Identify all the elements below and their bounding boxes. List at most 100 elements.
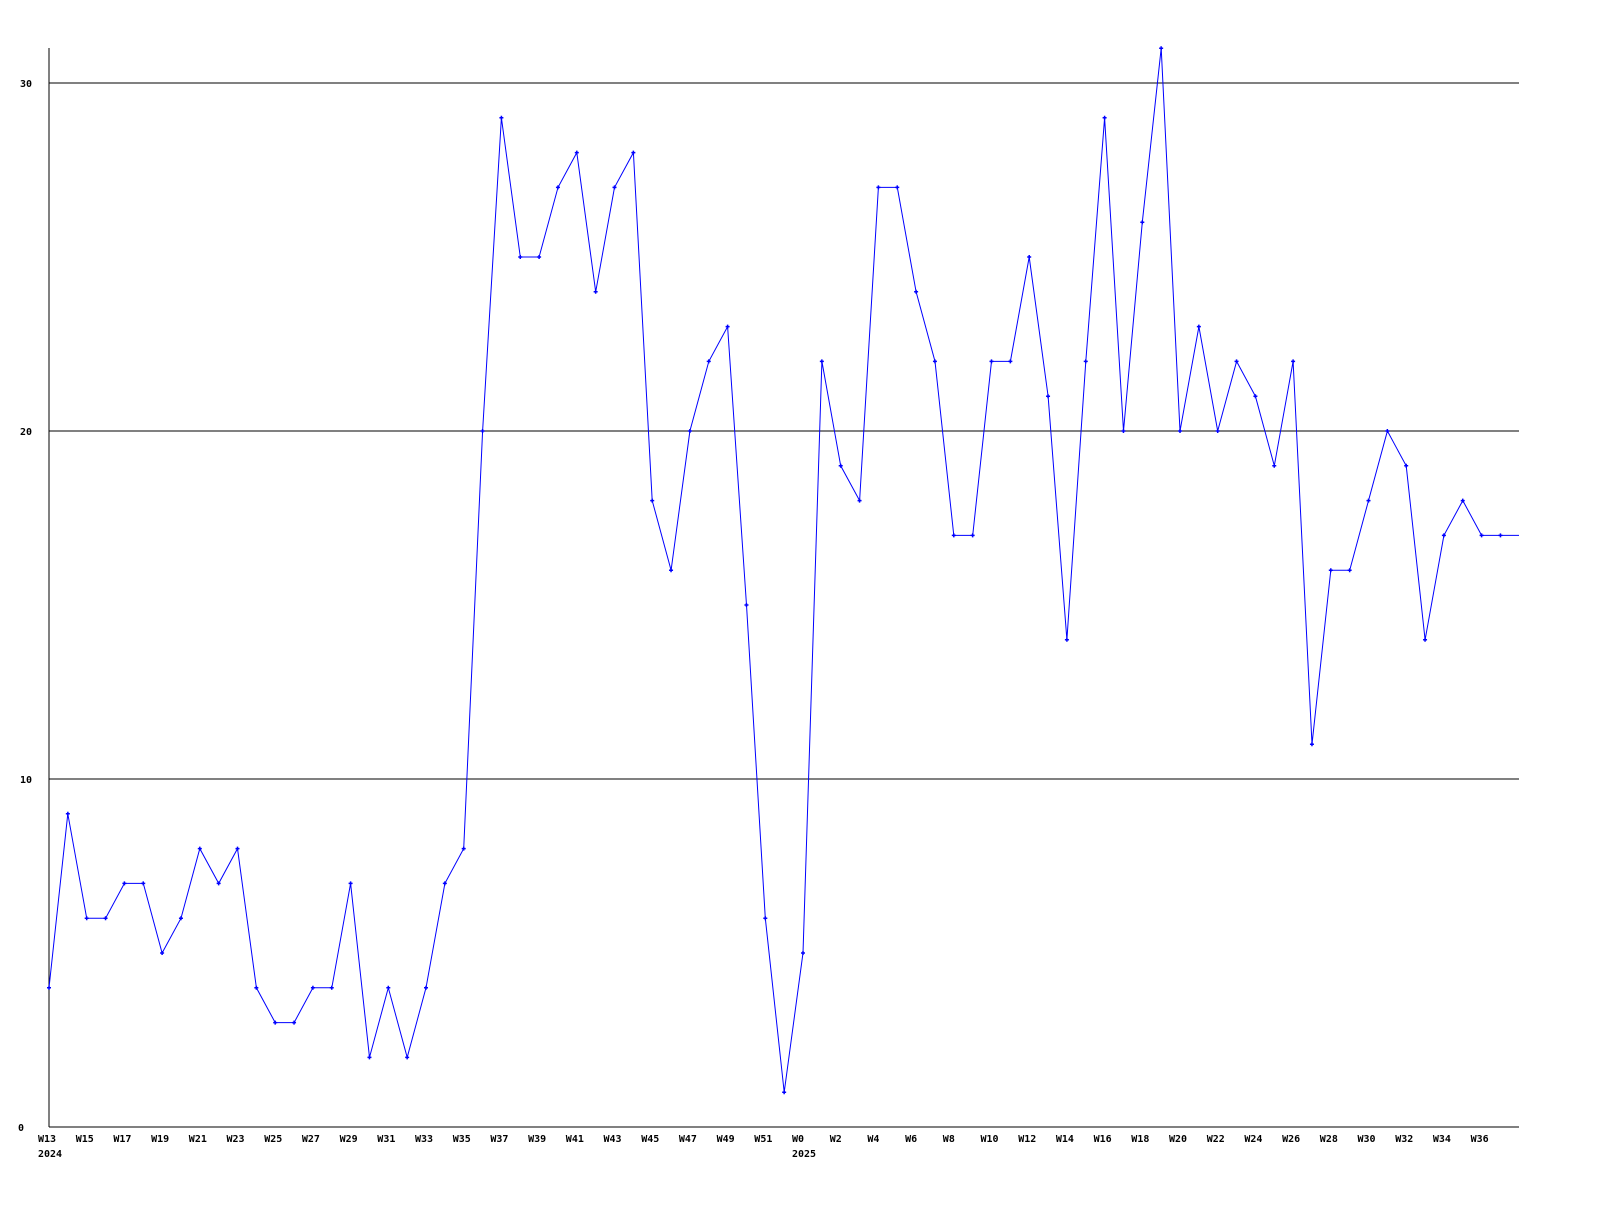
- year-label: 2024: [38, 1149, 62, 1160]
- data-point: [914, 289, 919, 294]
- data-point: [424, 985, 428, 990]
- data-point: [1272, 463, 1277, 468]
- data-point: [838, 463, 843, 468]
- data-point: [725, 324, 730, 329]
- x-tick-label: W33: [415, 1134, 433, 1145]
- data-point: [1423, 637, 1428, 642]
- data-point: [989, 359, 994, 364]
- data-point: [405, 1055, 410, 1060]
- x-tick-label: W29: [340, 1134, 358, 1145]
- data-point: [1178, 429, 1182, 433]
- x-tick-label: W36: [1471, 1134, 1489, 1145]
- x-tick-label: W4: [867, 1134, 879, 1145]
- x-tick-label: W24: [1244, 1134, 1262, 1145]
- data-point: [310, 985, 315, 990]
- data-point: [1159, 46, 1164, 51]
- data-point: [518, 255, 523, 259]
- data-point: [593, 289, 598, 294]
- data-point: [1385, 429, 1390, 433]
- y-tick-label: 20: [20, 427, 32, 438]
- data-point: [103, 916, 108, 921]
- data-point: [235, 846, 240, 851]
- data-point: [216, 881, 221, 886]
- data-point: [555, 185, 560, 190]
- data-point: [669, 568, 674, 573]
- x-tick-label: W2: [830, 1134, 842, 1145]
- data-point: [367, 1055, 372, 1060]
- x-tick-label: W31: [377, 1134, 395, 1145]
- data-point: [1404, 463, 1409, 468]
- data-point: [348, 881, 353, 886]
- data-point: [292, 1020, 297, 1025]
- data-point: [895, 185, 900, 190]
- data-point: [1008, 359, 1013, 364]
- data-point: [1102, 115, 1107, 120]
- data-point: [1140, 220, 1145, 225]
- x-tick-label: W10: [981, 1134, 999, 1145]
- data-point: [782, 1090, 787, 1095]
- y-tick-label: 30: [20, 79, 32, 90]
- data-point: [1291, 359, 1296, 364]
- data-point: [574, 150, 579, 155]
- x-tick-label: W32: [1395, 1134, 1413, 1145]
- x-tick-label: W15: [76, 1134, 94, 1145]
- x-tick-label: W17: [113, 1134, 131, 1145]
- x-tick-label: W16: [1094, 1134, 1112, 1145]
- series-line: [48, 48, 1519, 1093]
- data-point: [197, 846, 202, 851]
- data-point: [801, 951, 805, 955]
- x-tick-label: W18: [1131, 1134, 1149, 1145]
- data-point: [763, 916, 768, 921]
- data-point: [1253, 394, 1258, 399]
- data-point: [386, 985, 391, 990]
- data-point: [1328, 568, 1333, 573]
- data-point: [461, 846, 466, 851]
- x-tick-label: W14: [1056, 1134, 1074, 1145]
- data-point: [254, 985, 259, 990]
- x-tick-label: W49: [717, 1134, 735, 1145]
- x-tick-label: W22: [1207, 1134, 1225, 1145]
- data-point: [1046, 394, 1051, 399]
- data-point: [1064, 637, 1069, 642]
- x-tick-label: W19: [151, 1134, 169, 1145]
- x-tick-label: W47: [679, 1134, 697, 1145]
- data-point: [1498, 533, 1503, 538]
- x-tick-label: W25: [264, 1134, 282, 1145]
- data-point: [499, 115, 504, 120]
- x-tick-label: W28: [1320, 1134, 1338, 1145]
- data-point: [631, 150, 636, 155]
- x-tick-label: W20: [1169, 1134, 1187, 1145]
- data-point: [178, 916, 183, 921]
- data-point: [1196, 324, 1201, 329]
- data-point: [84, 916, 89, 921]
- data-point: [65, 811, 70, 816]
- data-point: [329, 985, 334, 990]
- x-tick-label: W6: [905, 1134, 917, 1145]
- x-tick-label: W30: [1358, 1134, 1376, 1145]
- data-point: [1441, 533, 1446, 538]
- data-point: [1215, 429, 1220, 433]
- data-point: [1027, 255, 1032, 259]
- year-label: 2025: [792, 1149, 816, 1160]
- x-tick-label: W8: [943, 1134, 955, 1145]
- x-tick-label: W39: [528, 1134, 546, 1145]
- data-point: [141, 881, 146, 886]
- data-point: [857, 498, 862, 503]
- data-point: [47, 985, 51, 990]
- x-tick-label: W45: [641, 1134, 659, 1145]
- data-point: [1309, 742, 1314, 747]
- data-point: [1083, 359, 1088, 364]
- data-point: [442, 881, 447, 886]
- x-tick-label: W35: [453, 1134, 471, 1145]
- x-tick-label: W37: [490, 1134, 508, 1145]
- x-tick-label: W34: [1433, 1134, 1451, 1145]
- y-tick-label: 0: [18, 1123, 24, 1134]
- x-tick-label: W41: [566, 1134, 584, 1145]
- data-point: [650, 498, 655, 503]
- data-point: [1460, 498, 1465, 503]
- data-point: [876, 185, 881, 190]
- x-tick-label: W13: [38, 1134, 56, 1145]
- data-point: [1121, 429, 1126, 433]
- y-tick-label: 10: [20, 775, 32, 786]
